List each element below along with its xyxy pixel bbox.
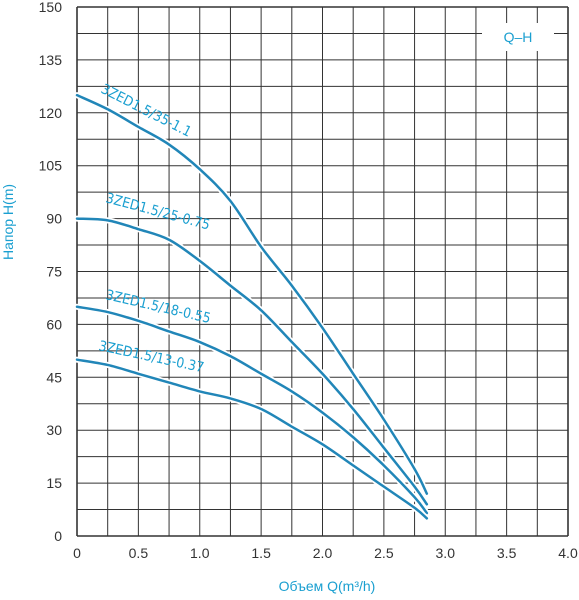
x-tick-label: 2.5 — [374, 545, 394, 561]
x-tick-label: 1.5 — [251, 545, 271, 561]
x-tick-label: 0.5 — [129, 545, 149, 561]
x-tick-label: 1.0 — [190, 545, 210, 561]
series-label: 3ZED1.5/18-0.55 — [104, 287, 212, 327]
x-tick-label: 3.0 — [436, 545, 456, 561]
legend-box-text: Q–H — [504, 29, 533, 45]
y-tick-label: 120 — [39, 105, 63, 121]
x-tick-label: 3.5 — [497, 545, 517, 561]
y-tick-label: 0 — [54, 528, 62, 544]
series-line — [75, 93, 429, 495]
y-tick-label: 45 — [46, 369, 62, 385]
y-axis-title: Напор H(m) — [0, 184, 16, 260]
y-tick-label: 135 — [39, 52, 63, 68]
series-line — [75, 305, 429, 515]
series-label: 3ZED1.5/25-0.75 — [104, 190, 212, 233]
legend-box: Q–H — [482, 23, 554, 51]
x-tick-label: 4.0 — [558, 545, 578, 561]
label-layer: 3ZED1.5/35-1.13ZED1.5/25-0.753ZED1.5/18-… — [97, 81, 212, 376]
y-tick-label: 30 — [46, 422, 62, 438]
curve-layer — [74, 92, 430, 522]
series-line — [75, 358, 429, 520]
series-label: 3ZED1.5/13-0.37 — [97, 338, 205, 376]
grid-layer — [76, 6, 569, 537]
y-tick-label: 60 — [46, 316, 62, 332]
y-tick-label: 15 — [46, 475, 62, 491]
y-tick-label: 75 — [46, 264, 62, 280]
y-tick-label: 150 — [39, 0, 63, 15]
tick-layer: 0 0.5 1.0 1.5 2.0 2.5 3.0 3.5 4.0 0 15 30 45 60 75 90 10… — [39, 0, 578, 561]
series-halo — [74, 215, 430, 508]
x-tick-label: 0 — [73, 545, 81, 561]
x-axis-title: Объем Q(m³/h) — [279, 578, 376, 594]
y-tick-label: 90 — [46, 211, 62, 227]
series-line — [75, 217, 429, 506]
y-tick-label: 105 — [39, 158, 63, 174]
x-tick-label: 2.0 — [313, 545, 333, 561]
